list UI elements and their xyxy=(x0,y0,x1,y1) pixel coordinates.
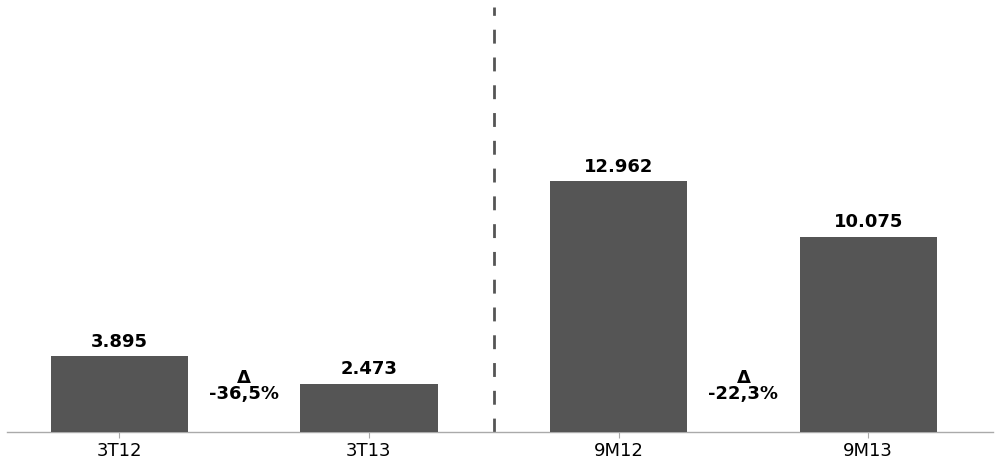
Bar xyxy=(550,181,687,432)
Text: -36,5%: -36,5% xyxy=(209,385,279,403)
Text: 2.473: 2.473 xyxy=(340,360,397,378)
Text: 10.075: 10.075 xyxy=(834,213,903,231)
Bar xyxy=(800,237,937,432)
Text: -22,3%: -22,3% xyxy=(708,385,778,403)
Bar xyxy=(51,356,188,432)
Text: 12.962: 12.962 xyxy=(584,158,653,176)
Text: 3.895: 3.895 xyxy=(91,333,148,351)
Text: Δ: Δ xyxy=(736,369,750,387)
Text: Δ: Δ xyxy=(237,369,251,387)
Bar xyxy=(300,384,438,432)
